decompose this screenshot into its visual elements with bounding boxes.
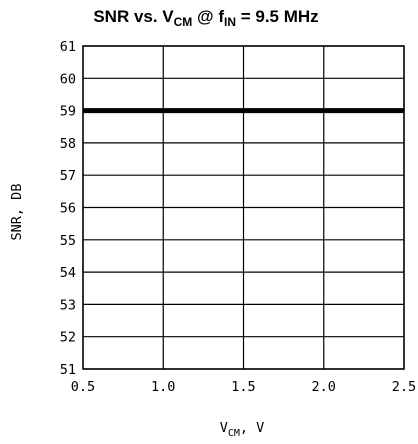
x-tick-label: 1.5 <box>231 379 255 395</box>
x-tick-label: 2.0 <box>312 379 336 395</box>
y-tick-label: 51 <box>60 362 76 378</box>
x-tick-labels: 0.5 1.0 1.5 2.0 2.5 <box>71 379 416 395</box>
y-tick-label: 52 <box>60 330 76 346</box>
y-axis-label: SNR, DB <box>9 184 25 241</box>
x-axis-label: VCM, V <box>220 420 265 439</box>
x-tick-label: 0.5 <box>71 379 95 395</box>
y-tick-label: 57 <box>60 168 76 184</box>
y-tick-label: 59 <box>60 104 76 120</box>
y-tick-label: 58 <box>60 136 76 152</box>
y-tick-label: 55 <box>60 233 76 249</box>
y-tick-label: 61 <box>60 39 76 55</box>
y-tick-label: 60 <box>60 71 76 87</box>
y-tick-labels: 51 52 53 54 55 56 57 58 59 60 61 <box>60 39 76 378</box>
chart-title: SNR vs. VCM @ fIN = 9.5 MHz <box>93 7 318 29</box>
x-tick-label: 2.5 <box>392 379 416 395</box>
y-tick-label: 53 <box>60 297 76 313</box>
y-tick-label: 56 <box>60 201 76 217</box>
y-tick-label: 54 <box>60 265 76 281</box>
x-tick-label: 1.0 <box>151 379 175 395</box>
grid-lines <box>83 46 404 369</box>
